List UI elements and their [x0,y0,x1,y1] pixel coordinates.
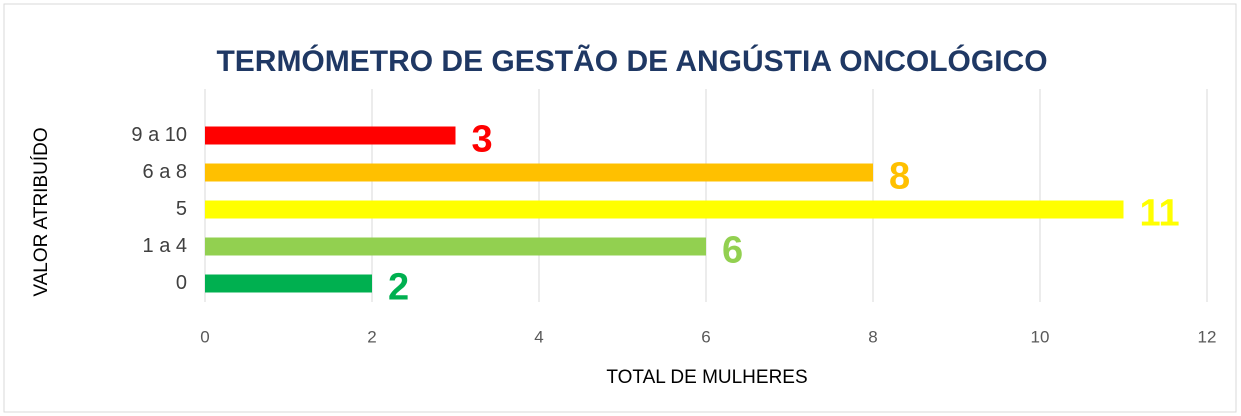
y-tick-label: 5 [176,198,187,220]
y-tick-label: 0 [176,272,187,294]
bar [205,274,372,293]
x-tick-label: 8 [868,327,877,346]
bar [205,237,706,256]
x-tick-label: 4 [534,327,543,346]
x-tick-label: 6 [701,327,710,346]
data-label: 2 [388,267,409,309]
x-tick-label: 2 [367,327,376,346]
y-tick-label: 1 a 4 [143,235,187,257]
y-tick-label: 9 a 10 [131,124,187,146]
chart-title: TERMÓMETRO DE GESTÃO DE ANGÚSTIA ONCOLÓG… [216,44,1047,78]
bar [205,126,456,145]
x-tick-label: 10 [1031,327,1050,346]
x-axis-title: TOTAL DE MULHERES [606,367,807,388]
x-tick-label: 0 [200,327,209,346]
data-label: 8 [889,156,910,198]
bar [205,200,1124,219]
data-label: 3 [472,119,493,161]
bar [205,163,873,182]
data-label: 6 [722,230,743,272]
x-tick-label: 12 [1198,327,1217,346]
y-axis-title: VALOR ATRIBUÍDO [31,127,52,296]
data-label: 11 [1140,193,1180,235]
y-tick-label: 6 a 8 [143,161,187,183]
